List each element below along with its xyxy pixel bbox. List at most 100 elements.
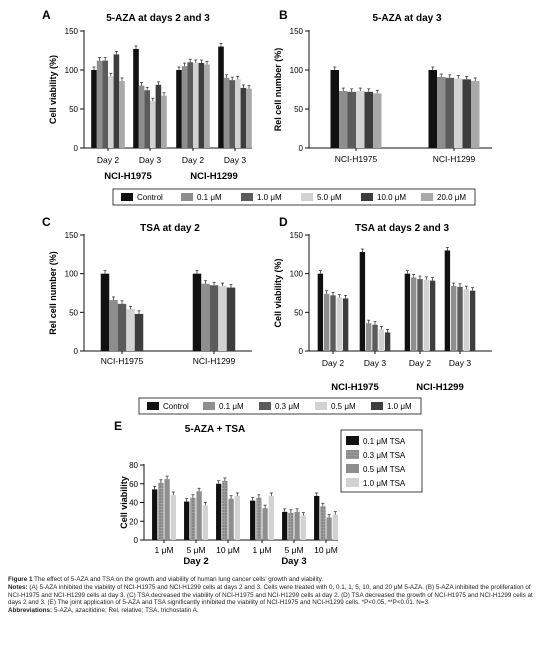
group-label-e: Day 3 <box>281 556 306 567</box>
panel-label-e: E <box>114 419 122 433</box>
legend-swatch <box>259 402 271 410</box>
bar-c <box>209 285 219 351</box>
bar-a <box>240 87 247 148</box>
x-tick-label-e: 5 μM <box>284 545 303 555</box>
y-tick-label-c: 50 <box>69 308 78 317</box>
bar-a <box>229 80 235 148</box>
x-tick-label-a: Day 2 <box>97 155 119 165</box>
group-label-a: NCI-H1975 <box>104 171 152 182</box>
bar-e <box>326 517 332 540</box>
legend-label: 1.0 μM TSA <box>363 479 406 488</box>
caption-figure-text: The effect of 5-AZA and TSA on the growt… <box>34 576 324 583</box>
x-tick-label-a: Day 3 <box>139 155 161 165</box>
legend-swatch <box>346 450 359 459</box>
chart-title-e: 5-AZA + TSA <box>185 424 245 435</box>
bar-a <box>138 85 145 148</box>
legend-label: 0.3 μM <box>275 402 300 411</box>
bar-c <box>100 273 110 351</box>
group-label-d: NCI-H1299 <box>416 382 464 393</box>
y-tick-label-d: 50 <box>294 308 303 317</box>
y-tick-label-e: 60 <box>129 480 138 489</box>
legend-label: 5.0 μM <box>317 193 342 202</box>
y-tick-label-c: 150 <box>65 231 79 240</box>
bar-d <box>378 329 384 351</box>
bar-d <box>317 273 324 351</box>
bar-e <box>196 491 202 540</box>
bar-a <box>113 54 120 148</box>
bar-e <box>190 497 196 540</box>
bar-b <box>454 78 463 148</box>
bar-d <box>342 298 349 351</box>
legend-swatch <box>346 436 359 445</box>
bar-e <box>294 511 300 540</box>
bar-e <box>234 495 240 540</box>
chart-panel-b: B 5-AZA at day 3 0 50 100 150 Rel cell number … <box>273 8 492 164</box>
x-tick-label-e: 1 μM <box>154 545 173 555</box>
bar-d <box>330 295 336 351</box>
bar-b <box>462 79 471 148</box>
bar-a <box>176 70 182 148</box>
bar-e <box>164 479 170 540</box>
panel-label-c: C <box>42 215 51 229</box>
bar-b <box>471 80 480 148</box>
bar-a <box>204 64 210 148</box>
x-tick-label-a: Day 3 <box>224 155 246 165</box>
bar-d <box>336 297 342 351</box>
bar-d <box>451 286 457 351</box>
legend-swatch <box>346 464 359 473</box>
bar-c <box>192 273 202 351</box>
panel-label-a: A <box>42 8 51 22</box>
bar-d <box>404 273 411 351</box>
y-tick-label-e: 40 <box>129 499 138 508</box>
bar-a <box>96 60 103 148</box>
legend-label: 1.0 μM <box>257 193 282 202</box>
legend-swatch <box>181 193 193 201</box>
x-tick-label-e: 10 μM <box>314 545 338 555</box>
bar-c <box>201 283 210 351</box>
legend-swatch <box>147 402 159 410</box>
bar-a <box>181 66 188 148</box>
x-tick-label-e: 5 μM <box>186 545 205 555</box>
chart-panel-d: D TSA at days 2 and 3 0 50 100 150 Cell viabil… <box>273 215 492 393</box>
y-tick-label-e: 20 <box>129 517 138 526</box>
legend-label: 0.5 μM <box>331 402 356 411</box>
y-axis-label-c: Rel cell number (%) <box>48 251 58 335</box>
bar-d <box>469 290 476 351</box>
chart-title-c: TSA at day 2 <box>140 223 200 234</box>
legend-label: 20.0 μM <box>437 193 466 202</box>
bar-e <box>320 506 326 540</box>
bar-e <box>282 511 288 540</box>
panel-label-b: B <box>279 8 288 22</box>
y-axis-label-d: Cell viability (%) <box>273 258 283 327</box>
x-tick-label-e: 10 μM <box>216 545 240 555</box>
bar-c <box>126 309 135 351</box>
y-tick-label-d: 100 <box>290 270 304 279</box>
chart-panel-a: A 5-AZA at days 2 and 3 0 50 100 150 Cell viab… <box>42 8 252 182</box>
y-tick-label-d: 150 <box>290 231 304 240</box>
bar-d <box>457 286 463 351</box>
bar-a <box>91 70 97 148</box>
legend-label: 0.3 μM TSA <box>363 451 406 460</box>
bar-e <box>250 500 256 540</box>
y-axis-label-a: Cell viability (%) <box>48 55 58 124</box>
bar-c <box>109 299 118 351</box>
bar-e <box>184 501 190 540</box>
x-tick-label-d: Day 3 <box>449 358 471 368</box>
bar-a <box>193 62 199 149</box>
legend-swatch <box>421 193 433 201</box>
group-label-d: NCI-H1975 <box>331 382 379 393</box>
legend-label: 0.1 μM <box>219 402 244 411</box>
legend-swatch <box>361 193 373 201</box>
x-tick-label-a: Day 2 <box>182 155 204 165</box>
legend-combo: 0.1 μM TSA 0.3 μM TSA 0.5 μM TSA 1.0 μM TSA <box>340 429 423 493</box>
legend-label: 1.0 μM <box>387 402 412 411</box>
bar-a <box>155 84 162 148</box>
y-tick-label-a: 0 <box>74 144 79 153</box>
legend-swatch <box>121 193 133 201</box>
x-tick-label-b: NCI-H1975 <box>335 154 378 164</box>
bar-b <box>364 91 373 148</box>
bar-a <box>108 76 114 148</box>
bar-d <box>366 323 372 351</box>
bar-a <box>150 101 156 148</box>
group-label-a: NCI-H1299 <box>190 171 238 182</box>
